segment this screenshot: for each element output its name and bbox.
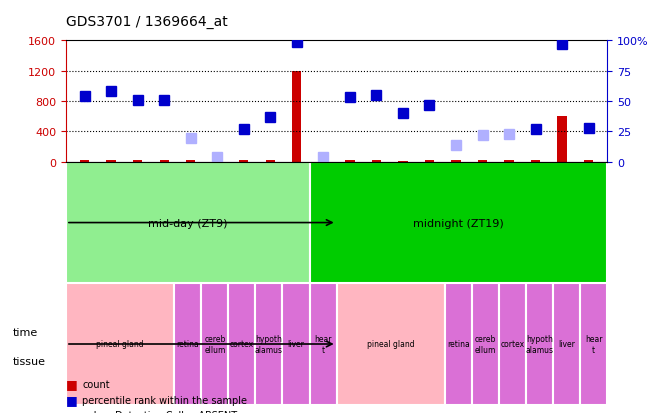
Bar bbox=[372, 161, 381, 162]
FancyBboxPatch shape bbox=[580, 284, 607, 405]
Bar bbox=[319, 160, 328, 162]
Bar bbox=[186, 161, 195, 162]
Text: hypoth
alamus: hypoth alamus bbox=[255, 335, 283, 354]
FancyBboxPatch shape bbox=[282, 284, 310, 405]
Text: cortex: cortex bbox=[500, 339, 525, 349]
Bar bbox=[451, 161, 461, 162]
Bar bbox=[478, 161, 487, 162]
Text: GDS3701 / 1369664_at: GDS3701 / 1369664_at bbox=[66, 15, 228, 29]
Text: retina: retina bbox=[176, 339, 199, 349]
Text: percentile rank within the sample: percentile rank within the sample bbox=[82, 395, 248, 405]
Text: ■: ■ bbox=[66, 393, 78, 406]
Bar bbox=[531, 161, 541, 162]
FancyBboxPatch shape bbox=[445, 284, 472, 405]
Text: liver: liver bbox=[558, 339, 575, 349]
Bar bbox=[584, 161, 593, 162]
Bar bbox=[558, 117, 567, 162]
Text: tissue: tissue bbox=[13, 356, 46, 366]
FancyBboxPatch shape bbox=[310, 284, 337, 405]
Bar bbox=[80, 160, 89, 162]
Text: hypoth
alamus: hypoth alamus bbox=[525, 335, 554, 354]
Bar bbox=[213, 161, 222, 162]
FancyBboxPatch shape bbox=[553, 284, 580, 405]
Text: retina: retina bbox=[447, 339, 470, 349]
Bar bbox=[504, 161, 513, 162]
Bar bbox=[106, 160, 116, 162]
FancyBboxPatch shape bbox=[499, 284, 526, 405]
Bar bbox=[160, 161, 169, 162]
Text: time: time bbox=[13, 328, 38, 337]
FancyBboxPatch shape bbox=[526, 284, 553, 405]
Text: cereb
ellum: cereb ellum bbox=[475, 335, 496, 354]
Text: value, Detection Call = ABSENT: value, Detection Call = ABSENT bbox=[82, 411, 238, 413]
Bar bbox=[265, 161, 275, 162]
Text: hear
t: hear t bbox=[314, 335, 332, 354]
Bar bbox=[425, 161, 434, 162]
Text: ■: ■ bbox=[66, 377, 78, 391]
Bar bbox=[345, 161, 354, 162]
Bar bbox=[239, 161, 248, 162]
Text: hear
t: hear t bbox=[585, 335, 603, 354]
FancyBboxPatch shape bbox=[201, 284, 228, 405]
FancyBboxPatch shape bbox=[66, 162, 310, 284]
Text: pineal gland: pineal gland bbox=[96, 339, 144, 349]
Text: ■: ■ bbox=[66, 409, 78, 413]
Text: cereb
ellum: cereb ellum bbox=[204, 335, 226, 354]
FancyBboxPatch shape bbox=[337, 284, 445, 405]
Text: liver: liver bbox=[288, 339, 304, 349]
FancyBboxPatch shape bbox=[255, 284, 282, 405]
FancyBboxPatch shape bbox=[472, 284, 499, 405]
FancyBboxPatch shape bbox=[174, 284, 201, 405]
Text: pineal gland: pineal gland bbox=[367, 339, 414, 349]
Bar bbox=[133, 161, 143, 162]
Text: midnight (ZT19): midnight (ZT19) bbox=[413, 218, 504, 228]
Text: cortex: cortex bbox=[230, 339, 254, 349]
FancyBboxPatch shape bbox=[310, 162, 607, 284]
Text: count: count bbox=[82, 379, 110, 389]
FancyBboxPatch shape bbox=[66, 284, 174, 405]
Bar bbox=[292, 71, 302, 162]
Text: mid-day (ZT9): mid-day (ZT9) bbox=[148, 218, 228, 228]
FancyBboxPatch shape bbox=[228, 284, 255, 405]
